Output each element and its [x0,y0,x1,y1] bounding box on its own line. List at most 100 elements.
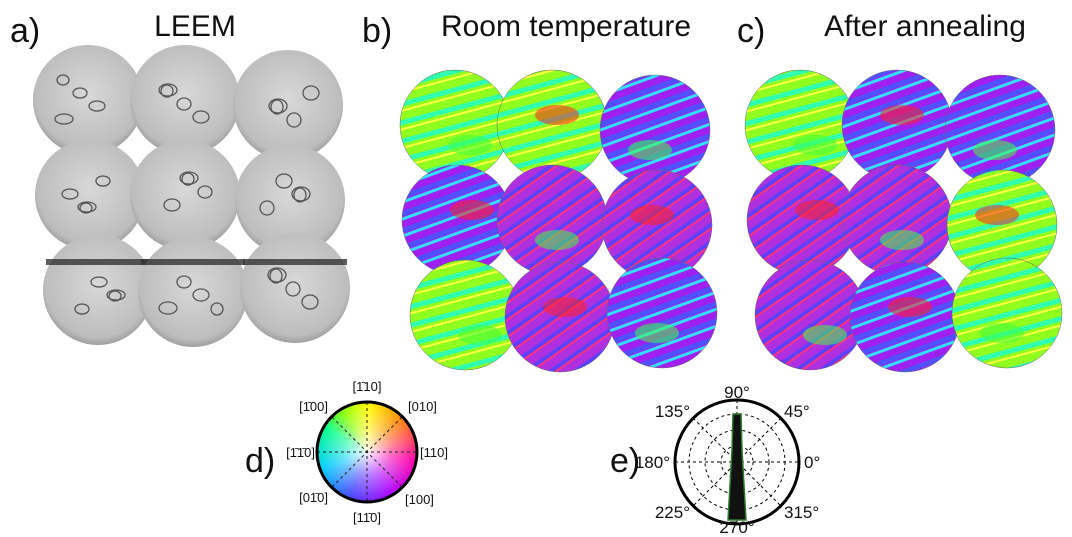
orientation-tile [841,164,953,276]
domain-patch [888,297,932,317]
domain-outline [275,173,293,189]
domain-patch [973,140,1017,160]
orientation-tile [401,164,513,276]
rose-histogram [727,413,747,521]
domain-outline [267,267,287,283]
domain-outline [197,185,213,199]
leem-tile [235,145,345,255]
domain-patch [880,230,924,250]
domain-outline [293,187,307,203]
orientation-tile [599,74,711,186]
domain-patch [975,205,1019,225]
dark-band [46,259,150,265]
domain-outline [192,288,210,302]
orientation-tile [849,261,961,373]
orientation-tile [754,259,866,371]
domain-outline [79,202,93,214]
orientation-tile [944,74,1056,186]
domain-outline [210,302,224,316]
panel-title: Room temperature [441,10,691,43]
domain-outline [301,294,319,310]
dark-band [243,259,347,265]
domain-patch [795,200,839,220]
domain-patch [448,135,492,155]
domain-outline [270,99,284,115]
domain-outline [72,87,88,99]
orientation-tile [951,257,1063,369]
angle-label: 45° [784,402,810,421]
leem-tile [33,45,143,155]
domain-outline [269,268,283,284]
orientation-tile [496,69,608,181]
domain-outline [74,303,90,315]
orientation-tile [409,259,521,371]
direction-label: [11̄0] [353,510,381,525]
leem-tile [35,140,145,250]
orientation-tile [744,69,856,181]
polar-border [673,398,801,526]
domain-patch [980,323,1024,343]
domain-patch [535,230,579,250]
domain-patch [630,205,674,225]
domain-outline [163,198,181,212]
domain-patch [635,323,679,343]
direction-label: [1̄1̄0] [286,445,315,460]
domain-outline [61,188,79,200]
dark-band [141,259,245,265]
domain-outline [158,83,178,97]
angle-label: 315° [784,503,819,522]
domain-outline [54,113,74,125]
domain-outline [285,281,301,297]
direction-label: [1̄00] [299,399,328,414]
leem-tile [43,235,153,345]
domain-outline [158,301,178,315]
angle-label: 90° [724,383,750,402]
orientation-tile [606,257,718,369]
domain-patch [628,140,672,160]
leem-tile [130,140,240,250]
orientation-tile [841,69,953,181]
domain-outline [302,85,320,101]
panel-title: LEEM [154,10,236,43]
angle-label: 0° [804,453,820,472]
domain-outline [179,171,199,185]
direction-label: [010] [408,399,437,414]
leem-tile [233,50,343,160]
orientation-tile [399,69,511,181]
domain-outline [259,200,275,216]
domain-outline [160,84,174,98]
domain-outline [291,186,311,202]
domain-outline [56,74,70,86]
domain-patch [450,200,494,220]
orientation-tile [746,164,858,276]
domain-outline [106,289,126,301]
orientation-tile [504,261,616,373]
orientation-tile [496,164,608,276]
domain-outline [268,98,288,114]
panel-title: After annealing [824,10,1026,43]
domain-patch [543,297,587,317]
domain-outline [181,172,195,186]
domain-outline [176,97,192,111]
domain-patch [793,135,837,155]
domain-patch [880,105,924,125]
domain-patch [803,325,847,345]
domain-outline [286,112,302,128]
direction-label: [01̄0] [299,490,328,505]
panel-label: a) [10,12,40,50]
angle-label: 225° [655,503,690,522]
leem-tile [240,233,350,343]
domain-outline [77,201,97,213]
direction-label: [1̄10] [353,379,382,394]
wheel-axes [317,402,417,502]
angle-label: 135° [655,402,690,421]
panel-label: c) [737,12,765,50]
domain-outline [108,290,122,302]
direction-label: [110] [420,445,448,460]
panel-label: e) [610,442,640,480]
domain-outline [90,276,108,288]
domain-outline [88,100,106,112]
domain-patch [458,325,502,345]
leem-tile [138,237,248,347]
